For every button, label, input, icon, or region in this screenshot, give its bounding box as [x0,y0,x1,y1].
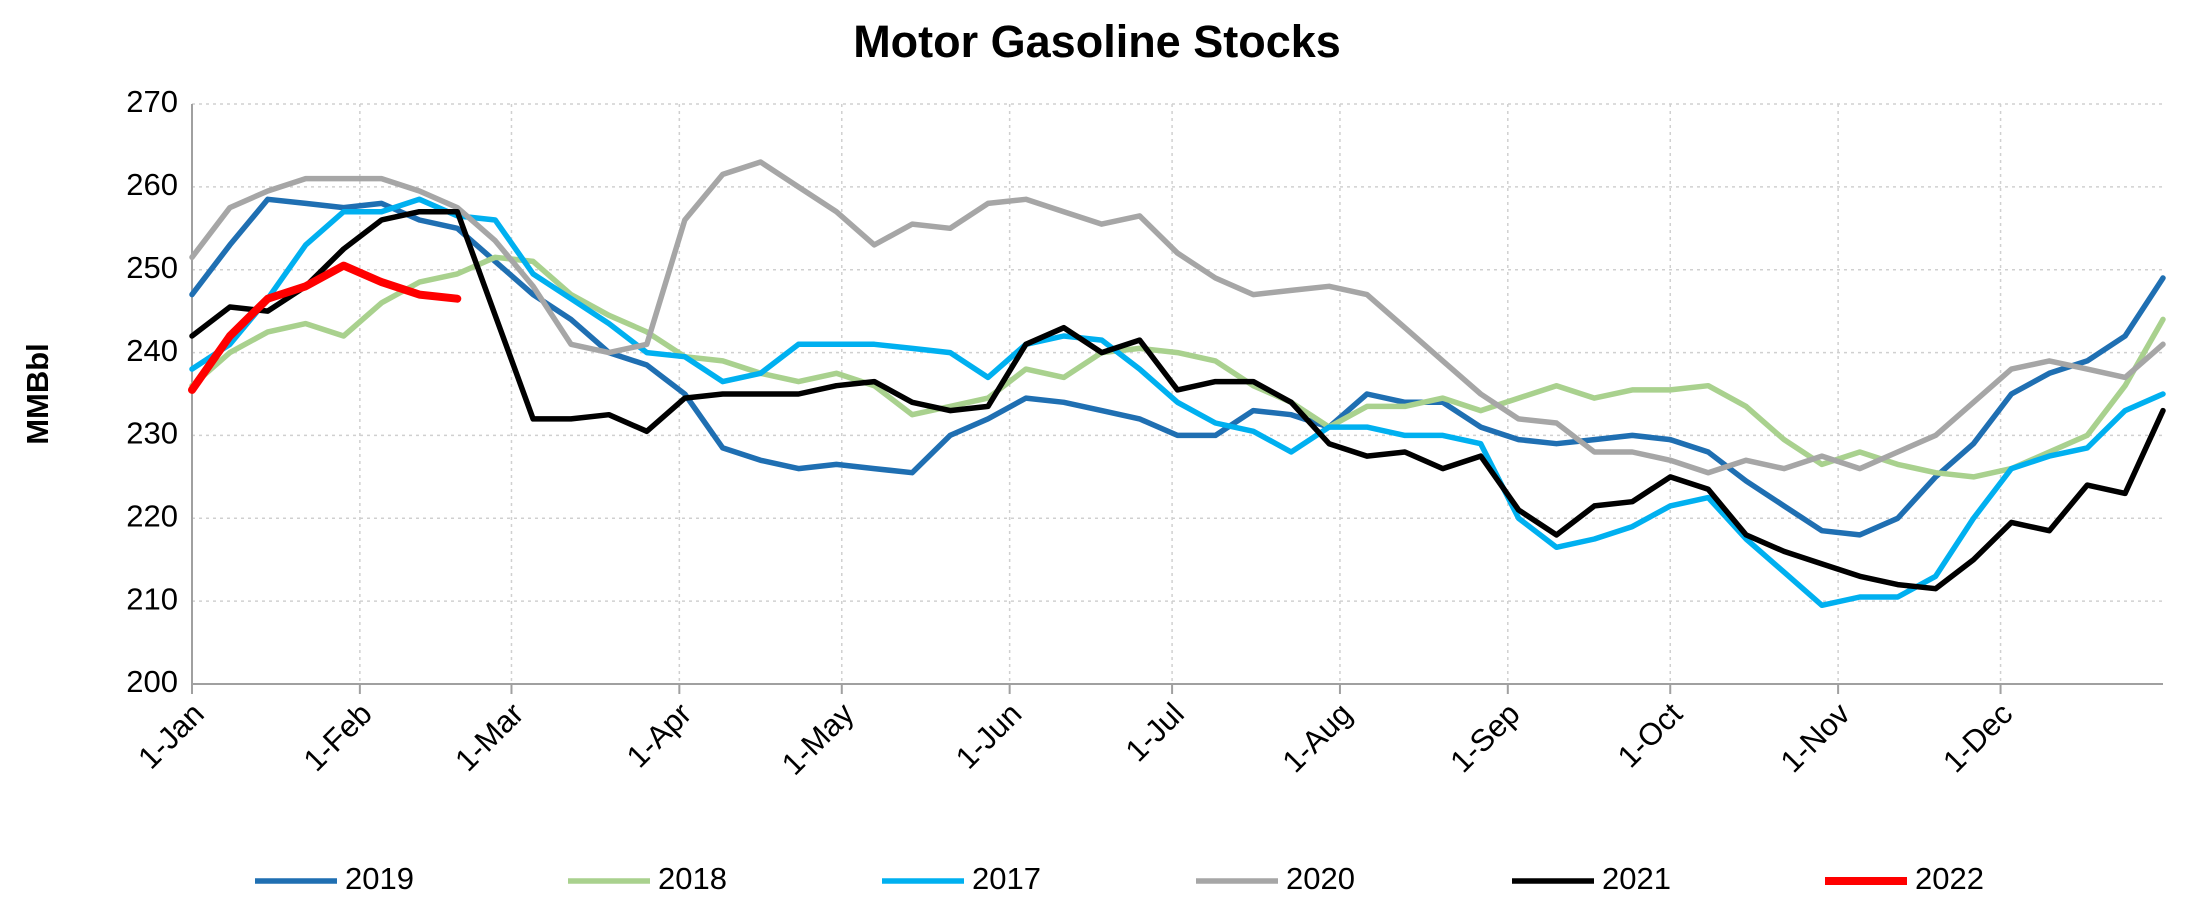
legend-label: 2020 [1286,861,1355,896]
y-tick-label: 210 [126,581,178,616]
line-series [189,208,2166,592]
x-tick-label: 1-Jun [949,696,1029,776]
legend-label: 2018 [658,861,727,896]
x-tick-label: 1-Dec [1936,696,2019,779]
y-tick-label: 220 [126,498,178,533]
x-tick-label: 1-Feb [297,696,379,778]
line-series [189,159,2166,476]
legend-label: 2021 [1602,861,1671,896]
legend-label: 2022 [1915,861,1984,896]
line-series [189,196,2166,609]
x-tick-label: 1-Apr [620,696,698,774]
y-tick-label: 260 [126,167,178,202]
y-tick-label: 270 [126,84,178,119]
chart-title: Motor Gasoline Stocks [853,16,1341,67]
x-tick-label: 1-Sep [1443,696,1526,779]
y-tick-label: 240 [126,333,178,368]
y-tick-label: 250 [126,250,178,285]
legend-label: 2019 [345,861,414,896]
x-tick-label: 1-Oct [1611,696,1690,775]
y-tick-label: 230 [126,416,178,451]
line-series [189,196,2166,538]
legend-label: 2017 [972,861,1041,896]
x-tick-label: 1-Jul [1119,696,1191,768]
x-tick-label: 1-May [775,696,861,782]
line-series [188,261,462,394]
y-axis-label: MMBbl [20,343,55,445]
x-tick-label: 1-Mar [448,696,530,778]
x-tick-label: 1-Jan [131,696,211,776]
x-tick-label: 1-Aug [1275,696,1358,779]
y-tick-label: 200 [126,664,178,699]
x-tick-label: 1-Nov [1774,696,1858,780]
